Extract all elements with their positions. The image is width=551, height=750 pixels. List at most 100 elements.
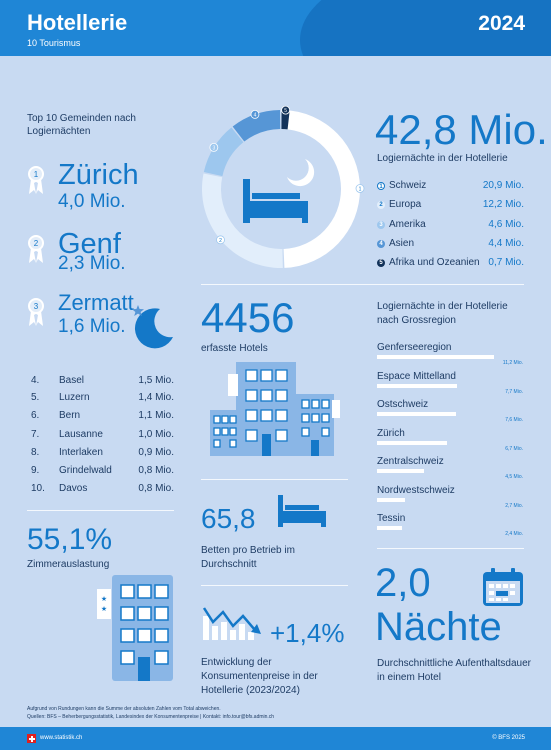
origin-donut-chart: 1 2 3 4 5 [202,105,365,268]
divider [201,479,348,480]
donut-marker [355,184,365,193]
prices-label: Entwicklung der Konsumentenpreise in der… [201,657,318,696]
origin-row: 5 Afrika und Ozeanien 0,7 Mio. [377,257,524,274]
rank-1-name: Zürich [58,159,139,191]
list-name: Grindelwald [59,465,112,476]
nights-total-label: Logiernächte in der Hotellerie [377,153,508,164]
rank-3-number: 3 [34,302,39,311]
region-name: Zentralschweiz [377,456,444,467]
region-name: Nordwestschweiz [377,484,455,496]
origin-name: Asien [389,238,415,249]
bed-moon-icon [243,159,315,223]
rank-3-ribbon-icon: 3 [28,298,44,326]
region-value: 4,5 Mio. [505,474,523,480]
rank-1-number: 1 [34,170,39,179]
list-name: Bern [59,410,81,421]
rank-1-value: 4,0 Mio. [58,191,126,212]
donut-marker-label: 3 [212,145,215,151]
divider [27,510,174,511]
donut-slice [202,173,283,268]
hotels-buildings-icon [210,362,340,456]
donut-slice [232,110,281,142]
region-bar [377,497,406,502]
list-item: 5. Luzern 1,4 Mio. [27,392,174,409]
svg-text:★: ★ [101,595,107,603]
list-value: 1,4 Mio. [138,392,174,403]
origin-name: Europa [389,199,422,210]
region-name: Tessin [377,513,406,524]
page-year: 2024 [478,12,525,35]
list-rank: 4. [31,375,40,386]
list-name: Luzern [59,392,90,403]
region-name: Espace Mittelland [377,370,456,382]
list-item: 6. Bern 1,1 Mio. [27,410,174,427]
origin-value: 12,2 Mio. [482,199,524,210]
footnote-sources: Quellen: BFS – Beherbergungsstatistik, L… [27,714,275,720]
hotels-label: erfasste Hotels [201,343,268,354]
region-bar [377,355,494,359]
list-name: Basel [59,375,85,386]
list-item: 7. Lausanne 1,0 Mio. [27,429,174,446]
origin-marker: 4 [377,240,385,248]
list-value: 1,5 Mio. [138,375,174,386]
donut-marker [250,110,260,119]
divider [201,284,524,285]
prices-value: +1,4% [270,618,345,648]
hotels-value: 4456 [201,294,295,341]
rank-2-name: Genf [58,228,121,260]
origin-marker: 5 [377,259,385,267]
region-bar [377,383,458,388]
rank-3-value: 1,6 Mio. [58,316,126,337]
region-bar [377,440,447,445]
footer-copyright: © BFS 2025 [492,735,525,741]
svg-text:★: ★ [101,605,107,613]
origin-name: Afrika und Ozeanien [389,257,480,268]
list-rank: 5. [31,392,40,403]
region-value: 7,7 Mio. [505,388,523,395]
origin-value: 20,9 Mio. [482,180,524,191]
donut-marker [216,235,225,245]
top10-label: Top 10 Gemeinden nach Logiernächten [27,113,136,137]
list-rank: 8. [31,447,40,458]
list-value: 0,8 Mio. [138,465,174,476]
region-value: 6,7 Mio. [505,445,523,452]
list-value: 1,0 Mio. [138,429,174,440]
calendar-icon [483,568,523,606]
donut-marker-label: 2 [219,238,222,244]
bed-icon [278,495,326,527]
donut-marker [209,143,219,152]
page-title: Hotellerie [27,10,128,35]
stay-unit: Nächte [375,605,502,649]
stay-label: Durchschnittliche Aufenthaltsdauer in ei… [377,658,531,683]
list-rank: 7. [31,429,40,440]
footer-url[interactable]: www.statistik.ch [40,735,83,741]
header-decoration [300,0,551,56]
regions-label: Logiernächte in der Hotellerie nach Gros… [377,301,508,326]
page-subtitle: 10 Tourismus [27,38,81,48]
origin-row: 2 Europa 12,2 Mio. [377,199,524,216]
origin-name: Schweiz [389,180,427,191]
region-value: 2,4 Mio. [505,531,523,537]
list-item: 9. Grindelwald 0,8 Mio. [27,465,174,482]
list-rank: 6. [31,410,40,421]
list-value: 0,8 Mio. [138,483,174,494]
divider [201,585,348,586]
donut-marker-label: 4 [254,112,257,118]
rank-2-ribbon-icon: 2 [28,235,44,263]
list-name: Lausanne [59,429,103,440]
origin-marker: 3 [377,221,385,229]
donut-marker-label: 5 [284,108,287,114]
donut-marker-label: 1 [359,186,362,192]
origin-row: 4 Asien 4,4 Mio. [377,238,524,255]
list-rank: 10. [31,483,45,494]
page-header: Hotellerie 10 Tourismus 2024 [0,0,551,56]
price-trend-icon [202,607,261,640]
hotel-building-icon: ★ ★ [97,575,173,681]
nights-total-value: 42,8 Mio. [375,106,548,153]
donut-slice [282,110,361,268]
beds-label: Betten pro Betrieb im Durchschnitt [201,545,295,570]
moon-star-icon [132,305,173,349]
rank-2-value: 2,3 Mio. [58,253,126,274]
list-value: 1,1 Mio. [138,410,174,421]
occupancy-label: Zimmerauslastung [27,559,110,570]
